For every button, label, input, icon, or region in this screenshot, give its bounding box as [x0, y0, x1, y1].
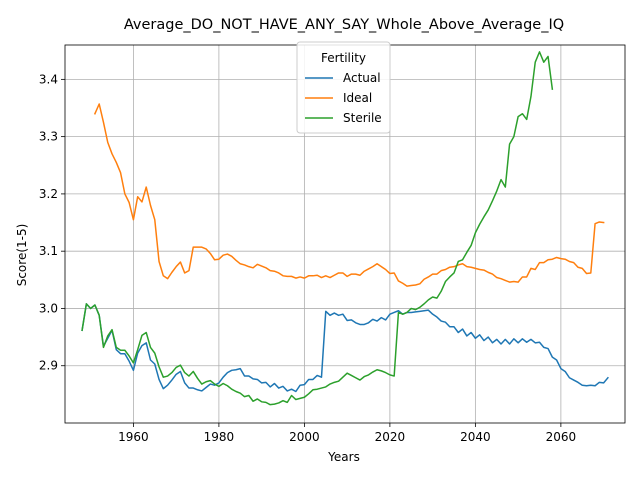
series-line-actual [81, 303, 609, 393]
legend-entries: Actual Ideal Sterile [305, 71, 382, 125]
x-tick-label: 2000 [289, 430, 320, 444]
x-tick-label: 1980 [204, 430, 235, 444]
legend: Fertility Actual Ideal Sterile [296, 41, 391, 134]
series-line-ideal [93, 103, 605, 287]
y-tick-label: 3.0 [39, 301, 58, 315]
legend-label-actual: Actual [343, 71, 381, 85]
x-tick-label: 2020 [375, 430, 406, 444]
x-tick-label: 2040 [460, 430, 491, 444]
legend-box [296, 41, 391, 134]
y-axis-title: Score(1-5) [15, 224, 29, 287]
x-axis-title: Years [327, 450, 360, 464]
y-tick-label: 3.4 [39, 72, 58, 86]
axis-ticks: 1960 1980 2000 2020 2040 2060 2.9 3.0 3.1 3.2 3.3 3… [39, 72, 576, 444]
legend-label-sterile: Sterile [343, 111, 382, 125]
y-tick-label: 3.3 [39, 130, 58, 144]
series-line-sterile [81, 51, 554, 406]
y-tick-label: 3.1 [39, 244, 58, 258]
legend-title: Fertility [321, 51, 366, 65]
chart-title: Average_DO_NOT_HAVE_ANY_SAY_Whole_Above_… [124, 17, 564, 33]
x-tick-label: 2060 [546, 430, 577, 444]
series-group [81, 51, 609, 406]
legend-label-ideal: Ideal [343, 91, 372, 105]
y-tick-label: 2.9 [39, 359, 58, 373]
x-tick-label: 1960 [118, 430, 149, 444]
y-tick-label: 3.2 [39, 187, 58, 201]
